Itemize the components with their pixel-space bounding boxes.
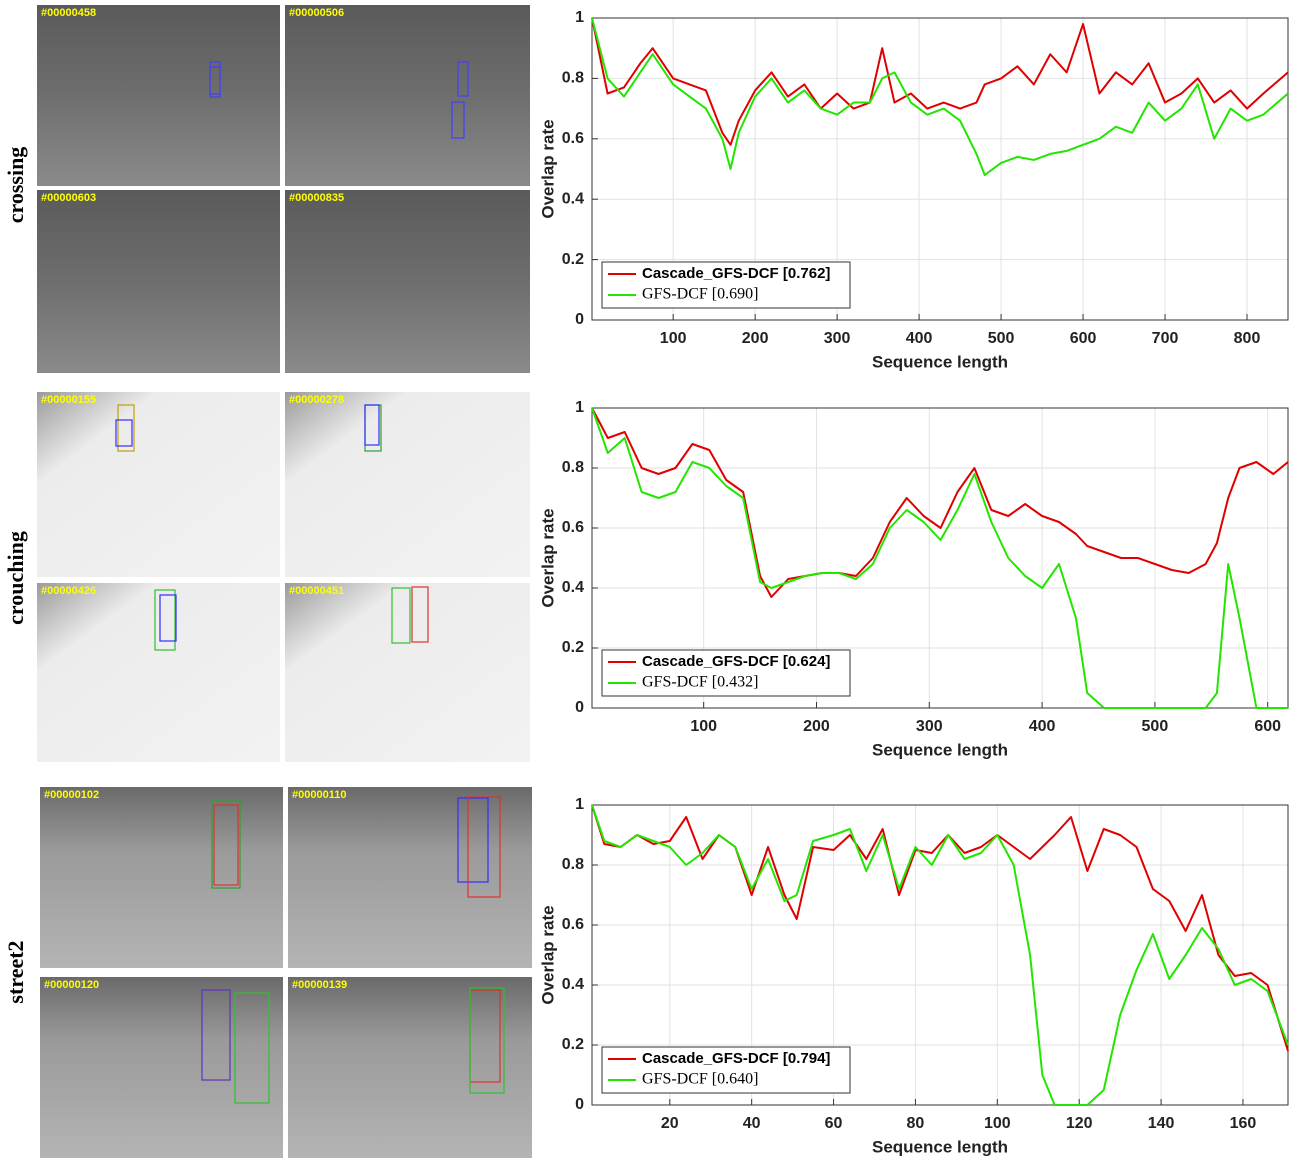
y-tick-label: 0.4	[562, 579, 584, 596]
y-tick-label: 0.2	[562, 1036, 584, 1053]
legend-label: Cascade_GFS-DCF [0.794]	[642, 1050, 830, 1067]
thumbnail	[37, 5, 280, 186]
y-tick-label: 0.4	[562, 190, 584, 207]
x-tick-label: 80	[907, 1115, 925, 1132]
x-tick-label: 100	[690, 718, 717, 735]
row-label: crouching	[3, 531, 28, 625]
frame-number: #00000426	[41, 585, 96, 597]
x-tick-label: 300	[824, 330, 851, 347]
thumbnail	[37, 583, 280, 762]
x-tick-label: 300	[916, 718, 943, 735]
legend-label: GFS-DCF [0.640]	[642, 1071, 758, 1088]
y-axis-label: Overlap rate	[538, 119, 557, 218]
thumbnail	[288, 787, 532, 968]
thumbnail	[285, 5, 530, 186]
thumbnail	[285, 583, 530, 762]
legend-label: Cascade_GFS-DCF [0.624]	[642, 653, 830, 670]
frame-number: #00000120	[44, 979, 99, 991]
y-tick-label: 0	[575, 311, 584, 328]
x-tick-label: 160	[1230, 1115, 1257, 1132]
x-tick-label: 120	[1066, 1115, 1093, 1132]
frame-number: #00000506	[289, 7, 344, 19]
x-tick-label: 20	[661, 1115, 679, 1132]
frame-number: #00000458	[41, 7, 96, 19]
x-tick-label: 600	[1254, 718, 1281, 735]
x-tick-label: 60	[825, 1115, 843, 1132]
x-tick-label: 800	[1234, 330, 1261, 347]
x-axis-label: Sequence length	[872, 740, 1008, 759]
y-tick-label: 0.2	[562, 251, 584, 268]
frame-number: #00000102	[44, 789, 99, 801]
y-tick-label: 0.6	[562, 916, 584, 933]
y-tick-label: 1	[575, 796, 584, 813]
y-axis-label: Overlap rate	[538, 905, 557, 1004]
x-axis-label: Sequence length	[872, 1137, 1008, 1156]
x-tick-label: 200	[742, 330, 769, 347]
frame-number: #00000155	[41, 394, 96, 406]
x-tick-label: 500	[1142, 718, 1169, 735]
legend-label: Cascade_GFS-DCF [0.762]	[642, 265, 830, 282]
y-tick-label: 0.8	[562, 70, 584, 87]
y-tick-label: 1	[575, 9, 584, 26]
y-tick-label: 0	[575, 1096, 584, 1113]
row-label: street2	[3, 940, 28, 1003]
thumbnail	[288, 977, 532, 1158]
x-axis-label: Sequence length	[872, 352, 1008, 371]
x-tick-label: 700	[1152, 330, 1179, 347]
x-tick-label: 100	[660, 330, 687, 347]
y-tick-label: 1	[575, 399, 584, 416]
x-tick-label: 500	[988, 330, 1015, 347]
frame-number: #00000603	[41, 192, 96, 204]
thumbnail	[40, 977, 283, 1158]
x-tick-label: 140	[1148, 1115, 1175, 1132]
frame-number: #00000139	[292, 979, 347, 991]
frame-number: #00000451	[289, 585, 344, 597]
x-tick-label: 100	[984, 1115, 1011, 1132]
thumbnail	[285, 392, 530, 577]
y-tick-label: 0.8	[562, 459, 584, 476]
y-axis-label: Overlap rate	[538, 508, 557, 607]
legend-label: GFS-DCF [0.690]	[642, 286, 758, 303]
thumbnail	[40, 787, 283, 968]
x-tick-label: 200	[803, 718, 830, 735]
x-tick-label: 40	[743, 1115, 761, 1132]
x-tick-label: 400	[1029, 718, 1056, 735]
thumbnail	[285, 190, 530, 373]
frame-number: #00000835	[289, 192, 344, 204]
y-tick-label: 0.6	[562, 130, 584, 147]
y-tick-label: 0.8	[562, 856, 584, 873]
row-label: crossing	[3, 147, 28, 224]
y-tick-label: 0.4	[562, 976, 584, 993]
thumbnail	[37, 392, 280, 577]
y-tick-label: 0.6	[562, 519, 584, 536]
frame-number: #00000278	[289, 394, 344, 406]
x-tick-label: 400	[906, 330, 933, 347]
legend-label: GFS-DCF [0.432]	[642, 674, 758, 691]
figure: crossing #00000458 #00000506 #00000603 #0000…	[0, 0, 1298, 1162]
thumbnail	[37, 190, 280, 373]
frame-number: #00000110	[292, 789, 346, 801]
y-tick-label: 0	[575, 699, 584, 716]
x-tick-label: 600	[1070, 330, 1097, 347]
y-tick-label: 0.2	[562, 639, 584, 656]
